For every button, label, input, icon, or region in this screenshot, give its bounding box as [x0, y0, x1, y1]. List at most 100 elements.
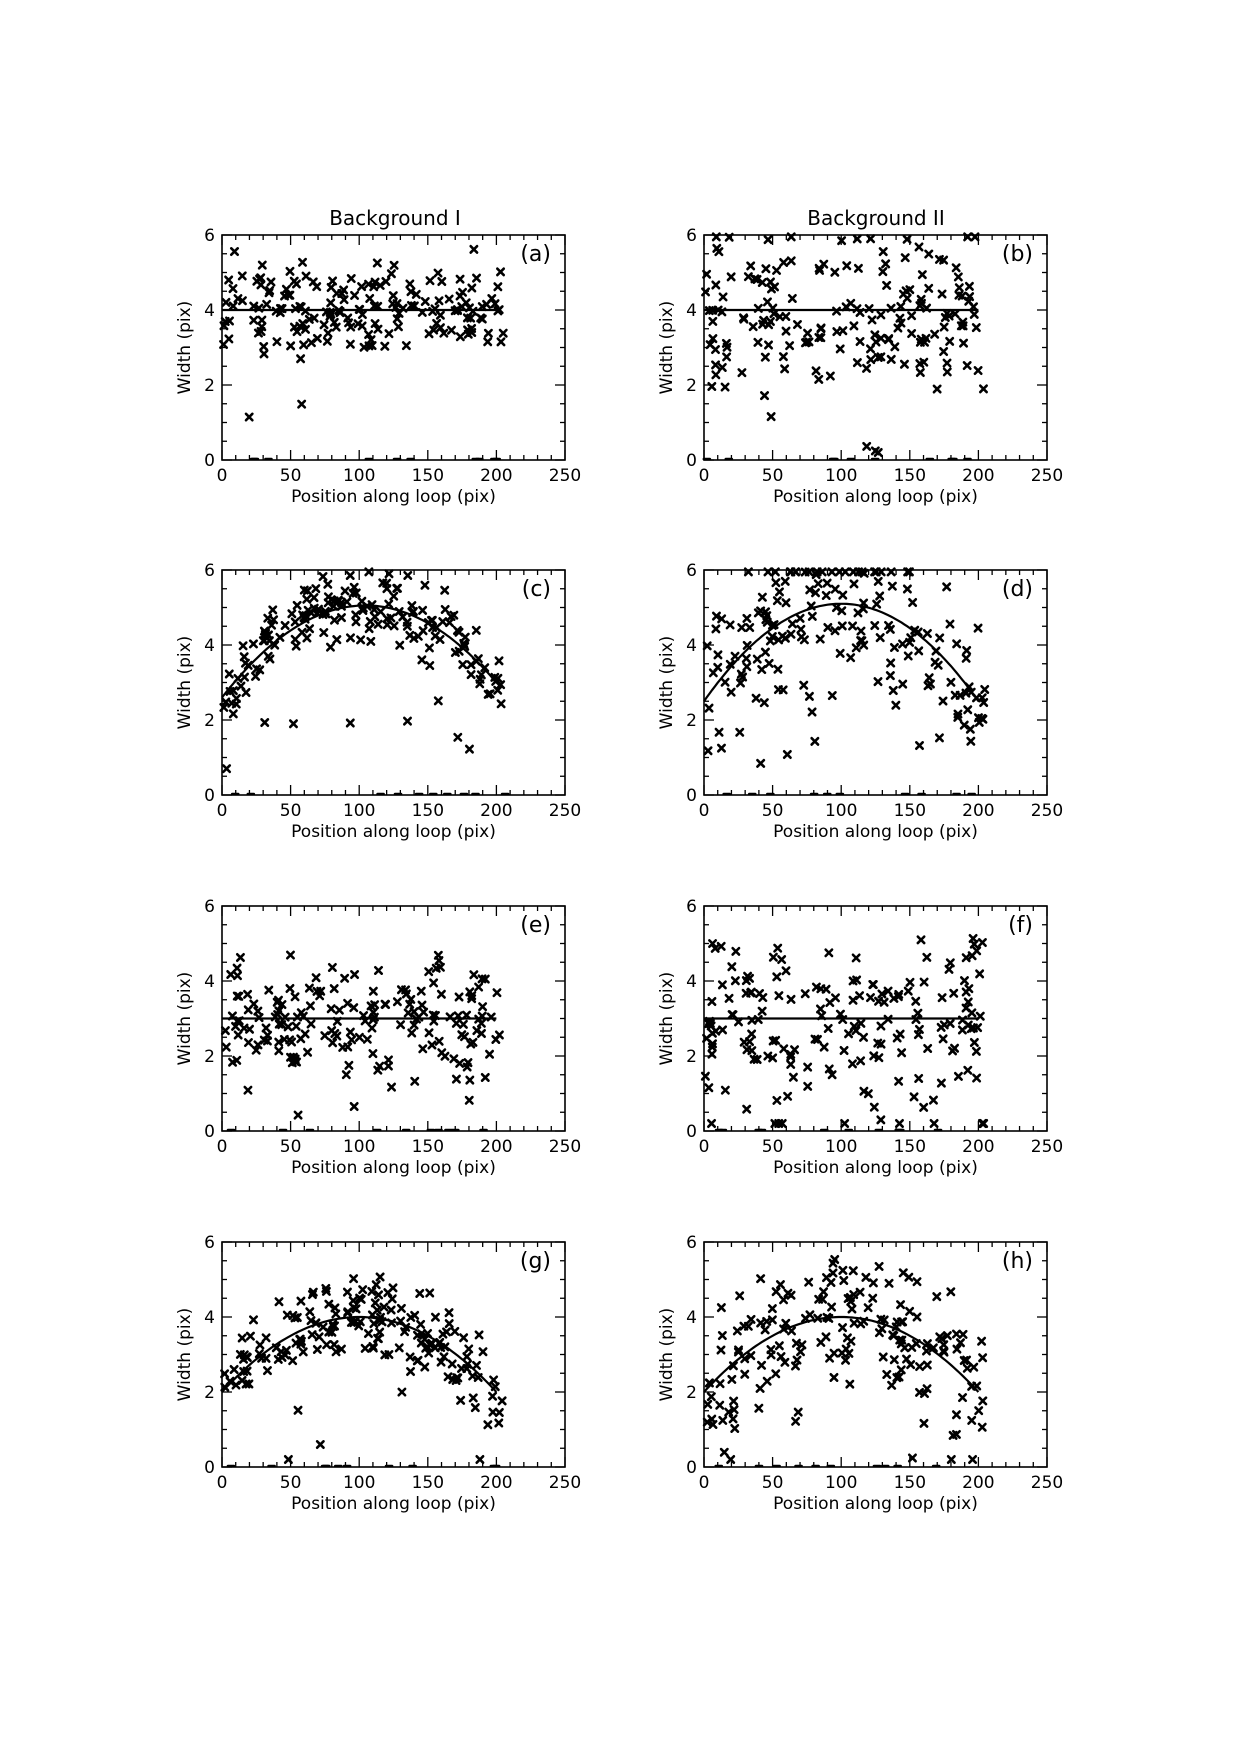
data-point [838, 590, 848, 600]
data-point [753, 608, 763, 618]
data-point [384, 599, 394, 609]
data-point [302, 594, 312, 604]
data-point [235, 1349, 245, 1359]
data-point [494, 1407, 504, 1417]
x-tick-label: 100 [825, 466, 857, 486]
x-tick-label: 200 [480, 466, 512, 486]
data-point [467, 324, 477, 334]
data-point [721, 338, 731, 348]
data-point [951, 263, 961, 273]
scatter-points [219, 244, 508, 461]
data-point [383, 1055, 393, 1065]
data-point [288, 719, 298, 729]
data-point [228, 284, 238, 294]
data-point [394, 607, 404, 617]
data-point [902, 584, 912, 594]
data-point [742, 662, 752, 672]
data-point [417, 655, 427, 665]
data-point [787, 293, 797, 303]
data-point [359, 342, 369, 352]
data-point [477, 302, 487, 312]
data-point [845, 1379, 855, 1389]
scatter-points [701, 232, 988, 461]
data-point [329, 615, 339, 625]
data-point [757, 665, 767, 675]
data-point [938, 696, 948, 706]
data-point [261, 628, 271, 638]
data-point [427, 1040, 437, 1050]
data-point [863, 1303, 873, 1313]
data-point [727, 1374, 737, 1384]
data-point [848, 1266, 858, 1276]
data-point [464, 1095, 474, 1105]
data-point [270, 640, 280, 650]
data-point [350, 1316, 360, 1326]
data-point [326, 1004, 336, 1014]
y-tick-label: 4 [204, 1308, 215, 1328]
data-point [429, 978, 439, 988]
data-point [231, 1021, 241, 1031]
data-point [878, 247, 888, 257]
x-tick-label: 100 [343, 466, 375, 486]
data-point [735, 727, 745, 737]
data-point [332, 635, 342, 645]
data-point [349, 1102, 359, 1112]
data-point [315, 1440, 325, 1450]
x-tick-label: 150 [894, 1473, 926, 1493]
data-point [951, 1410, 961, 1420]
data-point [732, 1326, 742, 1336]
data-point [244, 1379, 254, 1389]
data-point [493, 673, 503, 683]
data-point [902, 293, 912, 303]
data-point [716, 1345, 726, 1355]
y-axis-label: Width (pix) [175, 636, 195, 730]
data-point [370, 319, 380, 329]
data-point [838, 326, 848, 336]
data-point [326, 283, 336, 293]
data-point [291, 1338, 301, 1348]
y-tick-label: 2 [686, 1383, 697, 1403]
data-point [373, 324, 383, 334]
data-point [903, 986, 913, 996]
data-point [472, 1360, 482, 1370]
data-point [718, 292, 728, 302]
data-point [480, 663, 490, 673]
data-point [830, 267, 840, 277]
data-point [297, 399, 307, 409]
x-tick-label: 250 [1031, 1473, 1063, 1493]
data-point [807, 611, 817, 621]
data-point [283, 1455, 293, 1464]
data-point [489, 1375, 499, 1385]
data-point [942, 582, 952, 592]
x-tick-label: 250 [1031, 1137, 1063, 1157]
y-tick-label: 6 [686, 1233, 697, 1253]
data-point [244, 412, 254, 422]
data-point [447, 1359, 457, 1369]
data-point [488, 1391, 498, 1401]
data-point [260, 718, 270, 728]
data-point [748, 322, 758, 332]
data-point [432, 318, 442, 328]
data-point [866, 234, 876, 244]
data-point [388, 299, 398, 309]
data-point [411, 289, 421, 299]
data-point [357, 321, 367, 331]
data-point [472, 273, 482, 283]
data-point [746, 988, 756, 998]
data-point [264, 985, 274, 995]
data-point [387, 1318, 397, 1328]
data-point [803, 328, 813, 338]
data-point [418, 1044, 428, 1054]
data-point [811, 588, 821, 598]
data-point [456, 1395, 466, 1405]
data-point [969, 1037, 979, 1047]
data-point [469, 970, 479, 980]
data-point [884, 1278, 894, 1288]
data-point [474, 982, 484, 992]
data-point [436, 989, 446, 999]
x-tick-label: 50 [280, 1137, 302, 1157]
data-point [742, 1104, 752, 1114]
data-point [387, 1082, 397, 1092]
y-tick-label: 4 [686, 301, 697, 321]
data-point [490, 299, 500, 309]
